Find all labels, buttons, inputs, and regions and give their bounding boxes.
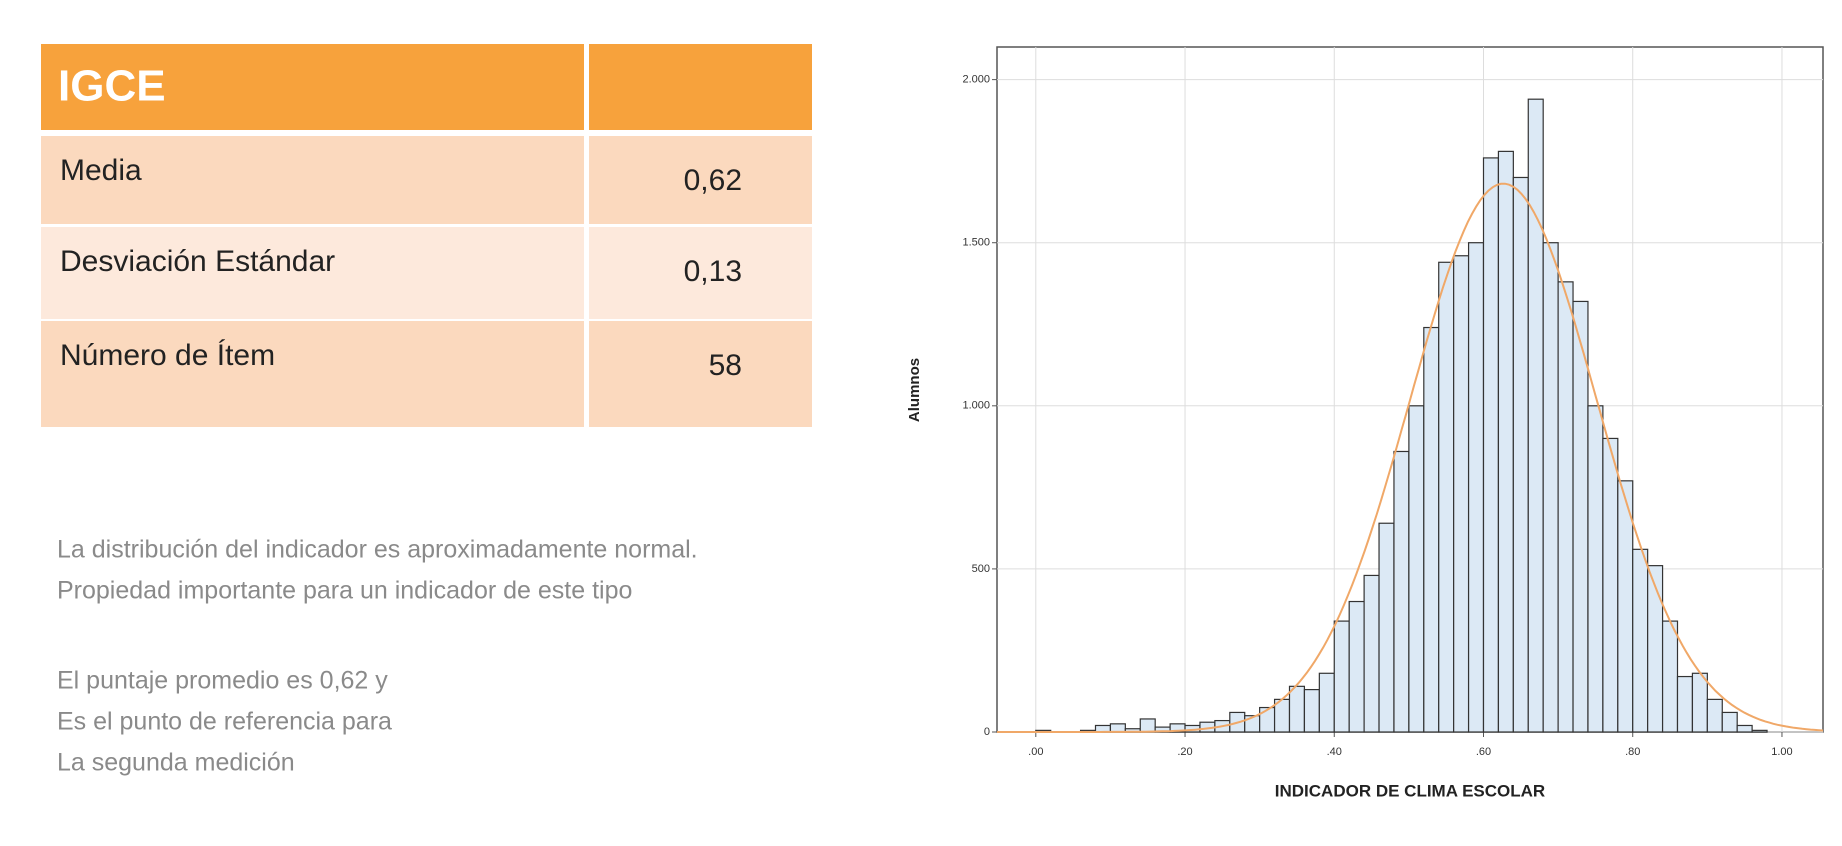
- bar: [1453, 255, 1470, 733]
- bar: [1378, 522, 1395, 733]
- row-value: 0,62: [684, 164, 742, 197]
- table-cell: [589, 227, 812, 319]
- bar: [1497, 150, 1514, 733]
- table-cell: [41, 321, 584, 427]
- bar: [1676, 675, 1694, 733]
- bar: [1423, 326, 1440, 733]
- bar: [1691, 672, 1708, 733]
- bar: [1661, 620, 1679, 733]
- row-label: Número de Ítem: [60, 339, 275, 372]
- bar: [1333, 620, 1350, 733]
- bar: [1751, 729, 1768, 733]
- x-tick-label: .60: [1476, 746, 1491, 758]
- bar: [1288, 685, 1306, 733]
- bar: [1393, 450, 1410, 733]
- y-tick-label: 0: [984, 726, 990, 738]
- bar: [1736, 724, 1753, 733]
- table-cell: [41, 227, 584, 319]
- bar: [1706, 698, 1723, 733]
- x-tick-label: .40: [1327, 746, 1342, 758]
- x-tick-label: .80: [1625, 746, 1640, 758]
- note-line: Propiedad importante para un indicador d…: [57, 577, 632, 605]
- y-axis-label: Alumnos: [906, 358, 923, 422]
- bar: [1632, 548, 1649, 733]
- note-line: El puntaje promedio es 0,62 y: [57, 667, 388, 695]
- bar: [1408, 405, 1425, 733]
- fit-curve: [997, 182, 1824, 733]
- row-label: Desviación Estándar: [60, 245, 335, 278]
- bar: [1303, 688, 1320, 733]
- bar: [1259, 706, 1276, 733]
- bar: [1139, 718, 1156, 733]
- bar: [1467, 242, 1485, 733]
- bar: [1318, 672, 1335, 733]
- bar: [1348, 600, 1365, 733]
- bar: [1363, 574, 1380, 733]
- y-tick-label: 1.000: [962, 400, 990, 412]
- table-cell: [589, 321, 812, 427]
- bar: [1482, 157, 1500, 733]
- bar: [1647, 565, 1664, 733]
- bar: [1572, 300, 1589, 733]
- table-cell: [589, 136, 812, 224]
- bar: [1109, 723, 1126, 733]
- table-header: [589, 44, 812, 130]
- x-axis-label: INDICADOR DE CLIMA ESCOLAR: [1275, 781, 1545, 800]
- table-cell: [41, 136, 584, 224]
- bar: [1587, 405, 1604, 733]
- note-line: La segunda medición: [57, 749, 295, 777]
- bar: [1602, 437, 1619, 733]
- bar: [1557, 281, 1574, 733]
- x-tick-label: .20: [1177, 746, 1192, 758]
- bar: [1542, 242, 1559, 733]
- x-tick-label: 1.00: [1771, 746, 1792, 758]
- bar: [1512, 176, 1529, 733]
- table-title: IGCE: [58, 62, 166, 111]
- row-value: 58: [709, 349, 742, 382]
- x-tick-label: .00: [1028, 746, 1043, 758]
- bar: [1721, 711, 1738, 733]
- y-tick-label: 500: [972, 563, 990, 575]
- row-label: Media: [60, 154, 142, 187]
- table-header: [41, 44, 584, 130]
- y-tick-label: 2.000: [962, 74, 990, 86]
- bar: [1438, 261, 1455, 733]
- bar: [1527, 98, 1544, 733]
- note-line: Es el punto de referencia para: [57, 708, 392, 736]
- row-value: 0,13: [684, 255, 742, 288]
- y-tick-label: 1.500: [962, 237, 990, 249]
- note-line: La distribución del indicador es aproxim…: [57, 536, 698, 564]
